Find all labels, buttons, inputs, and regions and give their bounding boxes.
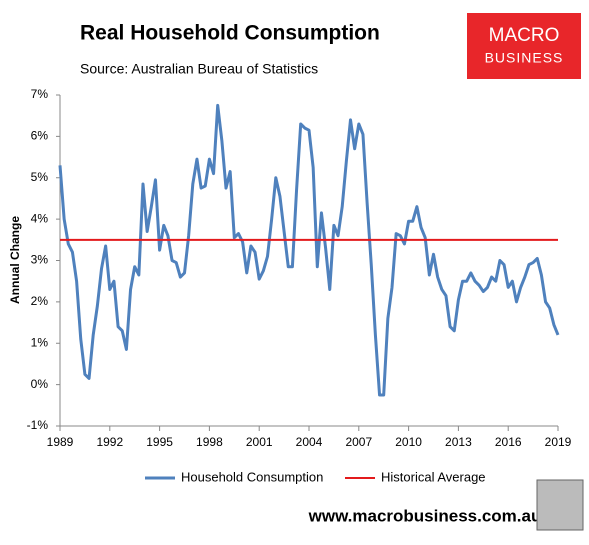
x-tick-label: 2013 <box>445 435 472 449</box>
y-tick-label: 0% <box>31 377 49 391</box>
series-line <box>58 103 560 397</box>
chart-subtitle: Source: Australian Bureau of Statistics <box>80 61 318 77</box>
y-tick-label: 7% <box>31 87 49 101</box>
y-tick-label: 4% <box>31 211 49 225</box>
logo-box <box>467 13 581 79</box>
y-tick-label: -1% <box>27 418 49 432</box>
x-tick-label: 2004 <box>296 435 323 449</box>
x-tick-label: 1995 <box>146 435 173 449</box>
logo-text: BUSINESS <box>485 50 564 66</box>
x-tick-label: 2019 <box>545 435 572 449</box>
x-tick-label: 1989 <box>47 435 74 449</box>
legend-label: Historical Average <box>381 469 486 484</box>
x-tick-label: 2001 <box>246 435 273 449</box>
x-tick-label: 2016 <box>495 435 522 449</box>
x-tick-label: 2010 <box>395 435 422 449</box>
wolf-icon <box>536 479 584 531</box>
x-tick-label: 1998 <box>196 435 223 449</box>
y-tick-label: 2% <box>31 294 49 308</box>
y-axis-label: Annual Change <box>8 216 22 304</box>
y-tick-label: 5% <box>31 170 49 184</box>
y-tick-label: 1% <box>31 335 49 349</box>
y-tick-label: 3% <box>31 253 49 267</box>
x-tick-label: 2007 <box>345 435 372 449</box>
x-tick-label: 1992 <box>96 435 123 449</box>
logo-text: MACRO <box>489 25 560 46</box>
y-tick-label: 6% <box>31 129 49 143</box>
chart-title: Real Household Consumption <box>80 22 380 45</box>
footer: www.macrobusiness.com.au <box>308 506 542 525</box>
legend-label: Household Consumption <box>181 469 323 484</box>
